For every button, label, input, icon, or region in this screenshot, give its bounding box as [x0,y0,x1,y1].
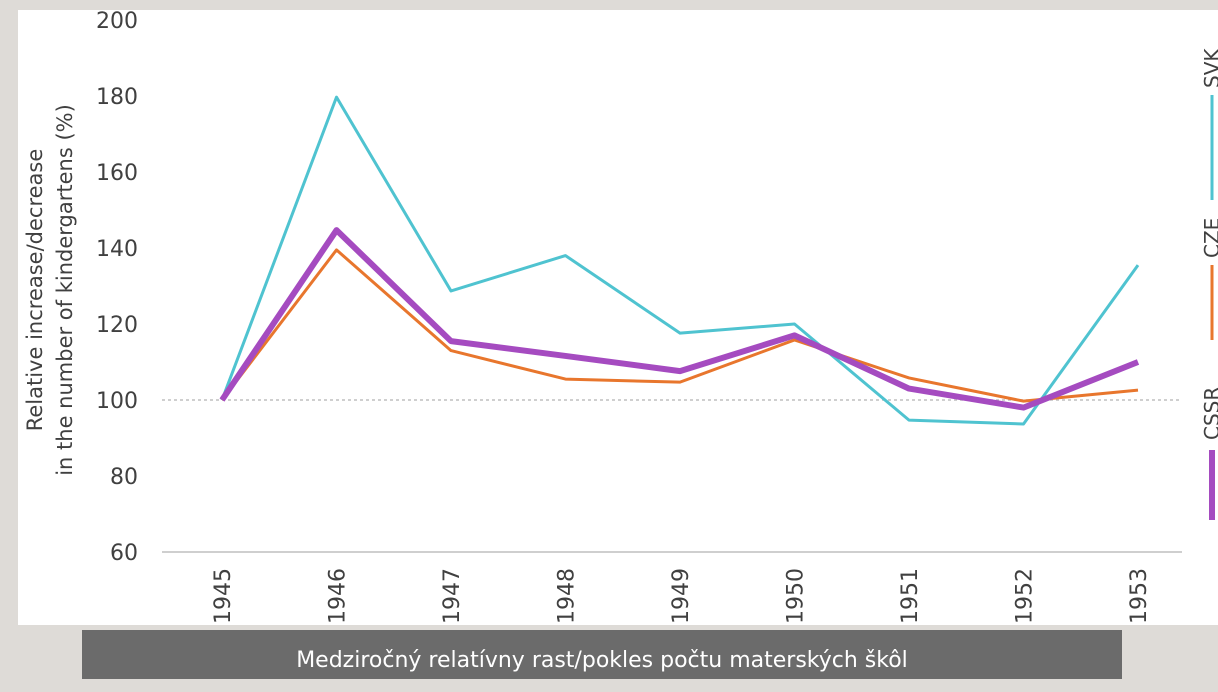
x-tick-label: 1946 [326,568,351,624]
series-line [219,227,1140,411]
y-tick-label: 80 [110,465,138,490]
y-tick-label: 180 [96,85,138,110]
x-tick-label: 1953 [1127,568,1152,624]
y-tick-label: 60 [110,541,138,566]
x-tick-label: 1948 [555,568,580,624]
y-tick-label: 100 [96,389,138,414]
x-tick-label: 1951 [898,568,923,624]
plot-panel [18,10,1218,625]
legend-label: CZE [1200,218,1218,258]
y-tick-label: 120 [96,313,138,338]
legend-label: SVK [1200,48,1218,88]
x-tick-label: 1947 [440,568,465,624]
y-axis-label: Relative increase/decrease [23,149,47,432]
x-tick-label: 1949 [669,568,694,624]
y-tick-label: 160 [96,161,138,186]
y-tick-label: 200 [96,9,138,34]
caption: Medziročný relatívny rast/pokles počtu m… [82,630,1122,679]
y-tick-label: 140 [96,237,138,262]
series-line [220,248,1139,403]
x-tick-label: 1950 [784,568,809,624]
x-tick-label: 1952 [1013,568,1038,624]
legend-label: CSSR [1200,387,1218,440]
chart: Relative increase/decrease in the number… [18,9,1218,625]
y-axis-label: in the number of kindergartens (%) [53,104,77,476]
x-tick-label: 1945 [211,568,236,624]
series-line [220,95,1140,426]
